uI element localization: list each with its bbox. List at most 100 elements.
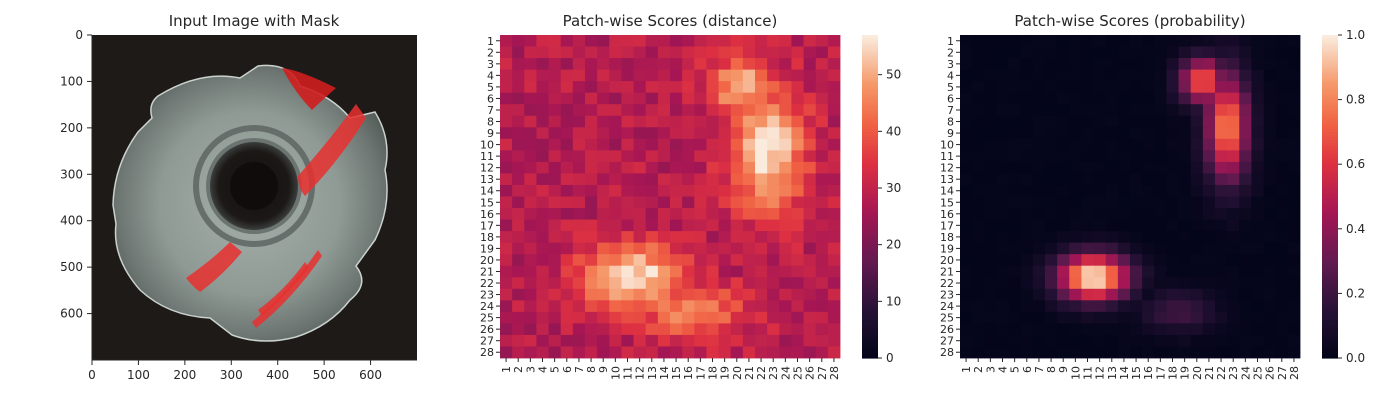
heatmap-cell [996, 277, 1009, 290]
heatmap-cell [682, 138, 695, 151]
heatmap-cell [633, 231, 647, 244]
heatmap-cell [524, 184, 537, 197]
heatmap-cell [1190, 104, 1204, 117]
heatmap-cell [718, 115, 732, 128]
heatmap-cell [984, 92, 997, 105]
heatmap-cell [791, 300, 804, 313]
heatmap-cell [1251, 219, 1264, 232]
heatmap-cell [1251, 323, 1264, 336]
heatmap-cell [827, 323, 841, 336]
heatmap-cell [742, 150, 756, 163]
heatmap-cell [1081, 323, 1094, 336]
colorbar-segment [1322, 177, 1338, 181]
heatmap-cell [1069, 46, 1082, 59]
heatmap-cell [536, 104, 549, 117]
colorbar-segment [862, 148, 878, 152]
heatmap-cell [548, 150, 562, 163]
heatmap-cell [1020, 173, 1034, 186]
heatmap-cell [1166, 46, 1179, 59]
heatmap-cell [718, 208, 732, 220]
heatmap-cell [694, 127, 707, 140]
heatmap-cell [1105, 115, 1119, 128]
heatmap-cell [572, 242, 586, 255]
heatmap-cell [755, 196, 768, 209]
x-tick-label: 2 [512, 366, 525, 373]
heatmap-cell [742, 196, 756, 209]
colorbar-segment [862, 107, 878, 111]
heatmap-cell [548, 115, 562, 128]
heatmap-cell [645, 69, 659, 82]
heatmap-cell [1215, 81, 1228, 94]
heatmap-cell [1069, 265, 1082, 278]
colorbar-segment [862, 113, 878, 117]
heatmap-cell [1069, 311, 1082, 324]
heatmap-cell [1057, 208, 1070, 220]
heatmap-cell [1081, 311, 1094, 324]
heatmap-cell [791, 265, 804, 278]
heatmap-cell [1142, 127, 1155, 140]
heatmap-cell [670, 242, 683, 255]
heatmap-cell [1227, 323, 1240, 336]
heatmap-cell [512, 219, 525, 232]
colorbar-segment [1322, 148, 1338, 152]
colorbar-segment [1322, 169, 1338, 173]
heatmap-cell [1215, 300, 1228, 313]
heatmap-cell [1020, 323, 1034, 336]
heatmap-cell [791, 208, 804, 220]
heatmap-cell [694, 173, 707, 186]
colorbar-tick-label: 0.6 [1346, 157, 1365, 171]
heatmap-cell [1032, 277, 1046, 290]
heatmap-cell [767, 69, 780, 82]
heatmap-cell [1251, 184, 1264, 197]
heatmap-cell [1032, 254, 1046, 267]
heatmap-cell [827, 231, 841, 244]
y-tick-label: 10 [940, 139, 954, 152]
heatmap-cell [512, 138, 525, 151]
colorbar-segment [1322, 88, 1338, 93]
heatmap-cell [706, 323, 719, 336]
colorbar-segment [862, 215, 878, 219]
heatmap-cell [670, 288, 683, 301]
heatmap-cell [633, 35, 647, 47]
colorbar-segment [862, 183, 878, 187]
heatmap-cell [1154, 46, 1167, 59]
colorbar-segment [862, 196, 878, 200]
heatmap-cell [645, 254, 659, 267]
heatmap-cell [1020, 92, 1034, 105]
colorbar-segment [862, 228, 878, 233]
colorbar-segment [862, 314, 878, 319]
heatmap-cell [1032, 46, 1046, 59]
colorbar-segment [1322, 110, 1338, 114]
heatmap-cell [815, 46, 829, 59]
heatmap-cell [1227, 196, 1240, 209]
heatmap-cell [730, 46, 744, 59]
heatmap-cell [827, 104, 841, 117]
colorbar-tick-label: 0.0 [1346, 351, 1365, 365]
heatmap-cell [755, 311, 768, 324]
heatmap-cell [1130, 81, 1143, 94]
colorbar-segment [862, 91, 878, 95]
heatmap-cell [1020, 196, 1034, 209]
heatmap-cell [1166, 254, 1179, 267]
heatmap-cell [585, 69, 598, 82]
colorbar-segment [862, 102, 878, 106]
heatmap-cell [1178, 115, 1192, 128]
colorbar-segment [862, 121, 878, 125]
colorbar-segment [1322, 113, 1338, 117]
heatmap-cell [1093, 219, 1107, 232]
heatmap-cell [1105, 334, 1119, 347]
heatmap-cell [1263, 323, 1277, 336]
heatmap-cell [524, 138, 537, 151]
colorbar-segment [862, 320, 878, 324]
heatmap-cell [1190, 219, 1204, 232]
heatmap-cell [1190, 173, 1204, 186]
heatmap-cell [1190, 81, 1204, 94]
heatmap-cell [972, 208, 985, 220]
colorbar-segment [862, 96, 878, 101]
heatmap-cell [742, 231, 756, 244]
heatmap-cell [1287, 46, 1301, 59]
heatmap-cell [1057, 277, 1070, 290]
heatmap-cell [560, 81, 574, 94]
probability-heatmap-x-ticks: 1 2 3 4 5 6 7 8 9 10 11 12 13 14 15 16 17 18 19 20 21 22 23 24 2… [960, 358, 1301, 380]
heatmap-cell [585, 346, 598, 359]
